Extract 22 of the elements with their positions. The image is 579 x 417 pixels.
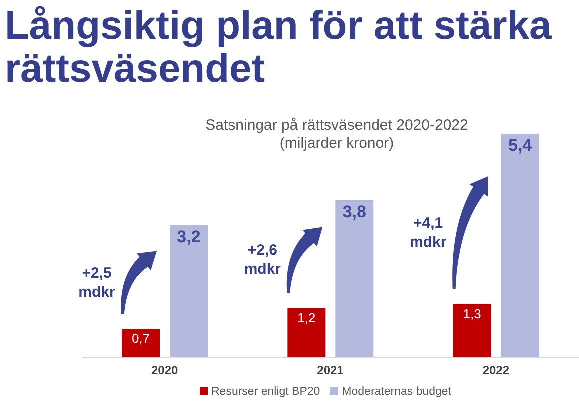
chart-subtitle: Satsningar på rättsväsendet 2020-2022 (miljarder kronor) (204, 117, 470, 153)
data-label: 1,2 (298, 310, 316, 326)
annotation: +4,1 mdkr (408, 214, 448, 252)
bar (170, 225, 208, 358)
x-tick-label: 2022 (482, 364, 510, 378)
annotation: +2,5 mdkr (78, 264, 116, 302)
bar (288, 308, 326, 358)
data-label: 1,3 (463, 306, 482, 322)
annotation: +2,6 mdkr (243, 241, 282, 280)
data-label: 3,2 (177, 227, 201, 246)
bar (336, 200, 374, 358)
bar (501, 134, 540, 358)
data-label: 0,7 (132, 331, 150, 346)
data-label: 3,8 (342, 202, 366, 222)
legend-label: Resurser enligt BP20 (212, 386, 320, 398)
bar (453, 304, 492, 358)
chart-title: Långsiktig plan för att stärka rättsväsendet (5, 4, 553, 91)
x-tick-label: 2020 (151, 364, 179, 378)
x-tick-label: 2021 (317, 364, 344, 378)
data-label: 5,4 (508, 136, 533, 156)
legend-label: Moderaternas budget (342, 386, 452, 398)
bar (122, 328, 160, 358)
